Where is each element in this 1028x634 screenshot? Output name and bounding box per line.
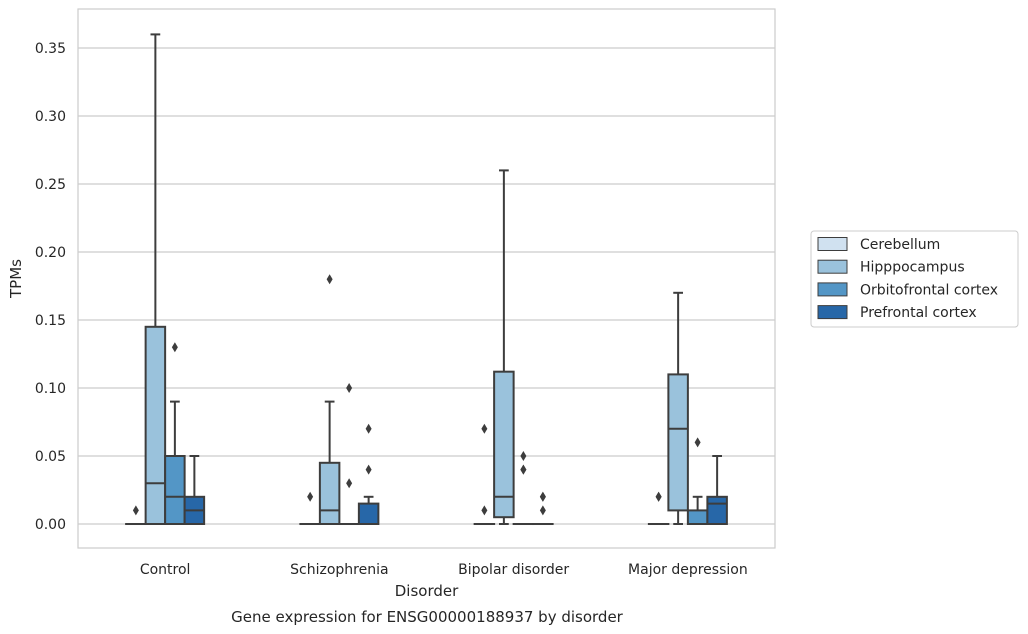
outlier-point xyxy=(132,505,139,516)
plot-area xyxy=(77,8,776,549)
outlier-point xyxy=(694,437,701,448)
legend-swatch xyxy=(817,305,848,320)
box-cerebellum xyxy=(125,505,147,526)
outlier-point xyxy=(307,491,314,502)
outlier-point xyxy=(520,451,527,461)
box-orbitofrontal-cortex xyxy=(512,451,535,526)
legend-box xyxy=(810,230,1019,328)
legend: Cerebellum Hipppocampus Orbitofrontal cort… xyxy=(810,230,1019,328)
y-tick-label: 0.05 xyxy=(35,449,66,465)
x-tick-label: Bipolar disorder xyxy=(458,562,569,578)
box-orbitofrontal-cortex xyxy=(338,383,360,526)
box-series xyxy=(125,33,728,526)
box-hipppocampus xyxy=(667,291,689,525)
x-tick-labels: Control Schizophrenia Bipolar disorder Majo… xyxy=(140,562,748,578)
outlier-point xyxy=(481,423,488,434)
box-hipppocampus xyxy=(318,274,341,525)
box-hipppocampus xyxy=(144,33,167,525)
box-cerebellum xyxy=(299,491,321,526)
box-orbitofrontal-cortex xyxy=(686,437,709,525)
outlier-point xyxy=(539,491,546,502)
outlier-point xyxy=(539,505,546,516)
box-orbitofrontal-cortex xyxy=(164,342,186,525)
box-prefrontal-cortex xyxy=(183,455,206,525)
y-tick-label: 0.15 xyxy=(35,313,66,329)
legend-swatch xyxy=(817,237,848,251)
box-prefrontal-cortex xyxy=(357,423,380,526)
legend-swatch xyxy=(817,282,848,297)
outlier-point xyxy=(346,383,353,393)
chart-title: Gene expression for ENSG00000188937 by d… xyxy=(231,608,624,626)
box-body xyxy=(667,373,689,512)
outlier-point xyxy=(481,505,488,516)
box-cerebellum xyxy=(473,423,496,526)
outlier-point xyxy=(520,464,527,475)
y-tick-label: 0.20 xyxy=(35,245,66,261)
x-tick-label: Schizophrenia xyxy=(290,562,388,578)
outlier-point xyxy=(326,274,333,285)
x-tick-label: Control xyxy=(140,562,191,578)
y-tick-label: 0.30 xyxy=(35,109,66,125)
box-body xyxy=(357,502,380,526)
y-tick-label: 0.25 xyxy=(35,177,66,193)
box-hipppocampus xyxy=(493,169,515,525)
outlier-point xyxy=(655,491,662,502)
y-tick-label: 0.35 xyxy=(35,41,66,57)
outlier-point xyxy=(365,464,372,475)
outlier-point xyxy=(346,478,353,489)
box-body xyxy=(706,495,728,525)
box-cerebellum xyxy=(647,491,670,526)
outlier-point xyxy=(171,342,178,353)
legend-label: Cerebellum xyxy=(860,237,940,253)
outlier-point xyxy=(365,423,372,434)
y-tick-labels: 0.00 0.05 0.10 0.15 0.20 0.25 0.30 0.35 xyxy=(35,41,66,533)
x-tick-label: Major depression xyxy=(628,562,748,578)
box-body xyxy=(686,509,709,525)
y-tick-label: 0.10 xyxy=(35,381,66,397)
y-tick-label: 0.00 xyxy=(35,517,66,533)
legend-label: Hipppocampus xyxy=(860,260,965,276)
box-body xyxy=(164,455,186,525)
legend-swatch xyxy=(817,259,848,274)
box-prefrontal-cortex xyxy=(532,491,554,526)
box-prefrontal-cortex xyxy=(706,455,728,525)
box-body xyxy=(144,325,167,525)
legend-label: Orbitofrontal cortex xyxy=(860,282,998,298)
legend-label: Prefrontal cortex xyxy=(860,305,977,321)
box-body xyxy=(318,461,341,525)
box-body xyxy=(493,370,515,519)
x-axis-label: Disorder xyxy=(395,582,459,600)
y-axis-label: TPMs xyxy=(7,259,25,299)
